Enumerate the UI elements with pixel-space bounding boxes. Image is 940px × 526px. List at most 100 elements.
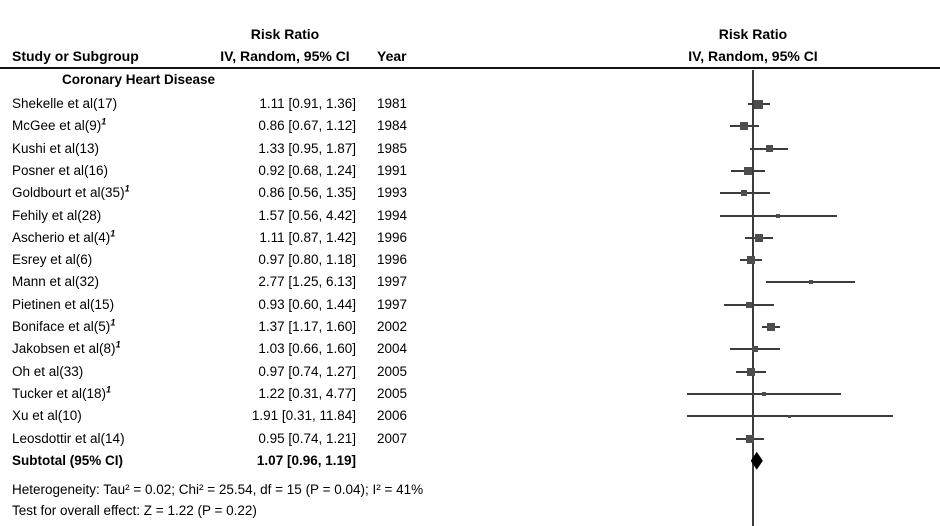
plot-column-header-line1: Risk Ratio <box>718 26 788 42</box>
year-text: 1981 <box>377 96 408 111</box>
year-text: 2007 <box>377 430 408 446</box>
table-row: McGee et al(9)1 0.86 [0.67, 1.12] 1984 <box>0 115 480 137</box>
table-row: Pietinen et al(15) 0.93 [0.60, 1.44] 1997 <box>0 294 480 316</box>
year-text: 1996 <box>377 229 408 245</box>
study-name: Goldbourt et al(35)1 <box>12 183 130 201</box>
table-row: Leosdottir et al(14) 0.95 [0.74, 1.21] 200… <box>0 428 480 450</box>
study-name: Ascherio et al(4)1 <box>12 228 116 245</box>
study-name: Boniface et al(5)1 <box>12 317 116 334</box>
point-estimate-marker <box>745 301 752 308</box>
effect-ci-text: 1.33 [0.95, 1.87] <box>258 140 356 156</box>
study-name: Fehily et al(28) <box>12 207 102 223</box>
table-row: Tucker et al(18)1 1.22 [0.31, 4.77] 2005 <box>0 383 480 405</box>
effect-ci-text: 1.03 [0.66, 1.60] <box>258 341 356 357</box>
point-estimate-marker <box>765 145 773 153</box>
heterogeneity-note: Heterogeneity: Tau² = 0.02; Chi² = 25.54… <box>12 482 424 497</box>
study-name: Shekelle et al(17) <box>12 96 118 111</box>
year-text: 1985 <box>377 140 408 156</box>
effect-ci-text: 1.07 [0.96, 1.19] <box>256 452 356 468</box>
effect-ci-text: 1.11 [0.87, 1.42] <box>259 229 356 245</box>
effect-ci-text: 1.37 [1.17, 1.60] <box>258 319 356 334</box>
year-text: 2005 <box>377 363 408 379</box>
table-row: Jakobsen et al(8)1 1.03 [0.66, 1.60] 2004 <box>0 338 480 360</box>
point-estimate-marker <box>808 280 813 285</box>
pooled-effect-diamond <box>750 451 763 470</box>
table-row: Kushi et al(13) 1.33 [0.95, 1.87] 1985 <box>0 138 480 160</box>
year-text: 1994 <box>377 207 408 223</box>
point-estimate-marker <box>766 323 775 331</box>
point-estimate-marker <box>754 233 763 242</box>
point-estimate-marker <box>747 367 756 376</box>
point-estimate-marker <box>776 213 781 218</box>
table-row: Oh et al(33) 0.97 [0.74, 1.27] 2005 <box>0 361 480 383</box>
effect-ci-text: 1.57 [0.56, 4.42] <box>258 207 356 223</box>
year-text: 1991 <box>377 162 408 178</box>
effect-ci-text: 0.97 [0.74, 1.27] <box>258 363 356 379</box>
study-column-header: Study or Subgroup <box>12 48 139 64</box>
study-name: McGee et al(9)1 <box>12 116 107 134</box>
effect-column-header-line2: IV, Random, 95% CI <box>220 48 350 64</box>
effect-column-header-line1: Risk Ratio <box>250 26 320 42</box>
point-estimate-marker <box>744 166 753 175</box>
subgroup-label: Coronary Heart Disease <box>62 72 216 87</box>
effect-ci-text: 0.92 [0.68, 1.24] <box>258 162 356 178</box>
footnote-marker: 1 <box>101 116 107 127</box>
table-row: Ascherio et al(4)1 1.11 [0.87, 1.42] 1996 <box>0 227 480 249</box>
year-text: 2005 <box>377 385 408 401</box>
point-estimate-marker <box>762 391 767 396</box>
effect-ci-text: 1.91 [0.31, 11.84] <box>251 408 356 424</box>
effect-ci-text: 2.77 [1.25, 6.13] <box>258 274 356 290</box>
year-text: 1997 <box>377 274 408 290</box>
effect-ci-text: 0.93 [0.60, 1.44] <box>258 296 356 312</box>
table-row: Goldbourt et al(35)1 0.86 [0.56, 1.35] 199… <box>0 182 480 204</box>
study-name: Jakobsen et al(8)1 <box>12 339 121 357</box>
effect-ci-text: 0.86 [0.67, 1.12] <box>258 118 356 134</box>
effect-ci-text: 1.22 [0.31, 4.77] <box>258 385 356 401</box>
study-name: Mann et al(32) <box>12 274 100 290</box>
year-text: 2006 <box>377 408 408 424</box>
study-name: Leosdottir et al(14) <box>12 430 125 446</box>
table-row: Xu et al(10) 1.91 [0.31, 11.84] 2006 <box>0 405 480 427</box>
point-estimate-marker <box>741 190 748 197</box>
year-text: 1993 <box>377 185 408 201</box>
plot-column-header-line2: IV, Random, 95% CI <box>688 48 818 64</box>
study-name: Oh et al(33) <box>12 363 84 379</box>
effect-ci-text: 0.97 [0.80, 1.18] <box>258 252 356 268</box>
footnote-marker: 1 <box>115 339 121 350</box>
footnote-marker: 1 <box>106 384 112 395</box>
table-row: Boniface et al(5)1 1.37 [1.17, 1.60] 2002 <box>0 316 480 338</box>
effect-ci-text: 0.86 [0.56, 1.35] <box>258 185 356 201</box>
point-estimate-marker <box>747 256 756 265</box>
study-name: Esrey et al(6) <box>12 252 93 268</box>
point-estimate-marker <box>740 122 749 131</box>
year-text: 1997 <box>377 296 408 312</box>
point-estimate-marker <box>788 414 792 418</box>
point-estimate-marker <box>751 346 758 353</box>
point-estimate-marker <box>746 434 755 443</box>
study-name: Subtotal (95% CI) <box>12 452 124 468</box>
study-name: Xu et al(10) <box>12 408 82 424</box>
point-estimate-marker <box>754 99 764 109</box>
year-text: 1996 <box>377 252 408 268</box>
header-divider-line <box>0 67 940 69</box>
study-name: Kushi et al(13) <box>12 140 100 156</box>
study-name: Posner et al(16) <box>12 162 109 178</box>
effect-ci-text: 0.95 [0.74, 1.21] <box>258 430 356 446</box>
study-name: Tucker et al(18)1 <box>12 384 112 401</box>
table-row: Esrey et al(6) 0.97 [0.80, 1.18] 1996 <box>0 249 480 271</box>
table-row: Subtotal (95% CI) 1.07 [0.96, 1.19] <box>0 450 480 472</box>
footnote-marker: 1 <box>110 228 116 239</box>
null-effect-axis-line <box>752 70 754 526</box>
table-row: Posner et al(16) 0.92 [0.68, 1.24] 1991 <box>0 160 480 182</box>
year-text: 2004 <box>377 341 408 357</box>
year-column-header: Year <box>377 48 407 64</box>
footnote-marker: 1 <box>110 317 116 328</box>
effect-ci-text: 1.11 [0.91, 1.36] <box>259 96 356 111</box>
overall-effect-note: Test for overall effect: Z = 1.22 (P = 0… <box>12 503 257 518</box>
year-text: 1984 <box>377 118 408 134</box>
footnote-marker: 1 <box>124 183 130 194</box>
table-row: Fehily et al(28) 1.57 [0.56, 4.42] 1994 <box>0 205 480 227</box>
table-row: Shekelle et al(17) 1.11 [0.91, 1.36] 1981 <box>0 93 480 115</box>
table-row: Mann et al(32) 2.77 [1.25, 6.13] 1997 <box>0 271 480 293</box>
